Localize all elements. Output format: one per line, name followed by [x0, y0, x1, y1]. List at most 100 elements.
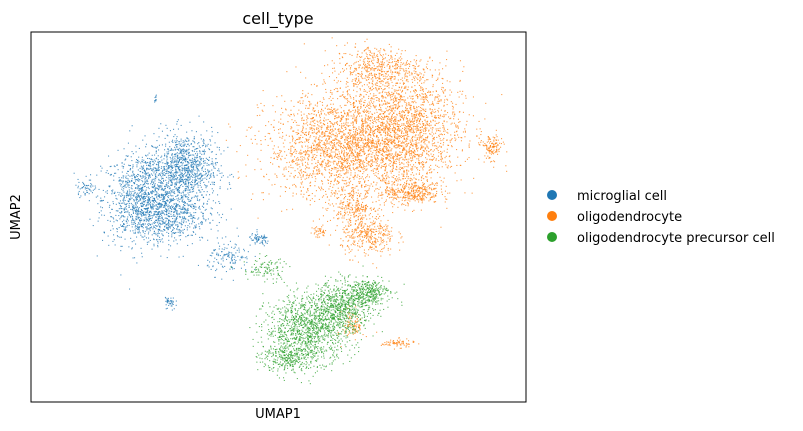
data-point [346, 169, 348, 171]
data-point [305, 132, 307, 134]
data-point [145, 226, 147, 228]
data-point [144, 196, 146, 198]
data-point [177, 154, 179, 156]
data-point [182, 179, 184, 181]
data-point [182, 168, 184, 170]
data-point [333, 184, 335, 186]
data-point [291, 154, 293, 156]
data-point [343, 134, 345, 136]
data-point [355, 185, 357, 187]
data-point [136, 199, 138, 201]
data-point [355, 117, 357, 119]
data-point [153, 181, 155, 183]
data-point [166, 171, 168, 173]
data-point [184, 183, 186, 185]
data-point [138, 192, 140, 194]
data-point [162, 175, 164, 177]
data-point [130, 192, 132, 194]
data-point [177, 177, 179, 179]
data-point [159, 213, 161, 215]
data-point [383, 165, 385, 167]
data-point [182, 148, 184, 150]
data-point [181, 200, 183, 202]
data-point [317, 169, 319, 171]
data-point [375, 188, 377, 190]
data-point [118, 194, 120, 196]
data-point [157, 185, 159, 187]
data-point [247, 154, 249, 156]
data-point [173, 189, 175, 191]
data-point [181, 179, 183, 181]
data-point [145, 213, 147, 215]
data-point [179, 178, 181, 180]
data-point [188, 179, 190, 181]
data-point [376, 160, 378, 162]
data-point [346, 119, 348, 121]
data-point [211, 160, 213, 162]
data-point [209, 261, 211, 263]
data-point [162, 169, 164, 171]
data-point [278, 165, 280, 167]
data-point [228, 123, 230, 125]
data-point [167, 153, 169, 155]
data-point [199, 147, 201, 149]
data-point [409, 130, 411, 132]
data-point [314, 110, 316, 112]
data-point [376, 175, 378, 177]
data-point [200, 180, 202, 182]
data-point [146, 182, 148, 184]
data-point [162, 223, 164, 225]
data-point [406, 173, 408, 175]
data-point [197, 160, 199, 162]
data-point [189, 212, 191, 214]
data-point [178, 141, 180, 143]
data-point [307, 188, 309, 190]
data-point [345, 138, 347, 140]
data-point [195, 164, 197, 166]
data-point [320, 128, 322, 130]
data-point [261, 109, 263, 111]
data-point [325, 193, 327, 195]
data-point [354, 135, 356, 137]
data-point [191, 189, 193, 191]
data-point [171, 165, 173, 167]
data-point [164, 226, 166, 228]
data-point [359, 155, 361, 157]
data-point [171, 302, 173, 304]
data-point [348, 148, 350, 150]
data-point [154, 226, 156, 228]
data-point [136, 210, 138, 212]
data-point [357, 167, 359, 169]
data-point [370, 99, 372, 101]
data-point [170, 200, 172, 202]
data-point [313, 119, 315, 121]
data-point [129, 169, 131, 171]
data-point [184, 188, 186, 190]
data-point [249, 236, 251, 238]
data-point [189, 121, 191, 123]
data-point [311, 124, 313, 126]
data-point [147, 199, 149, 201]
data-point [344, 165, 346, 167]
data-point [168, 215, 170, 217]
data-point [176, 163, 178, 165]
data-point [350, 224, 352, 226]
data-point [194, 179, 196, 181]
data-point [167, 206, 169, 208]
data-point [297, 101, 299, 103]
data-point [341, 194, 343, 196]
data-point [306, 119, 308, 121]
data-point [171, 175, 173, 177]
data-point [406, 172, 408, 174]
data-point [278, 132, 280, 134]
data-point [137, 160, 139, 162]
data-point [167, 204, 169, 206]
data-point [124, 186, 126, 188]
data-point [356, 197, 358, 199]
data-point [159, 180, 161, 182]
data-point [186, 140, 188, 142]
data-point [128, 213, 130, 215]
data-point [123, 184, 125, 186]
data-point [174, 232, 176, 234]
data-point [293, 161, 295, 163]
